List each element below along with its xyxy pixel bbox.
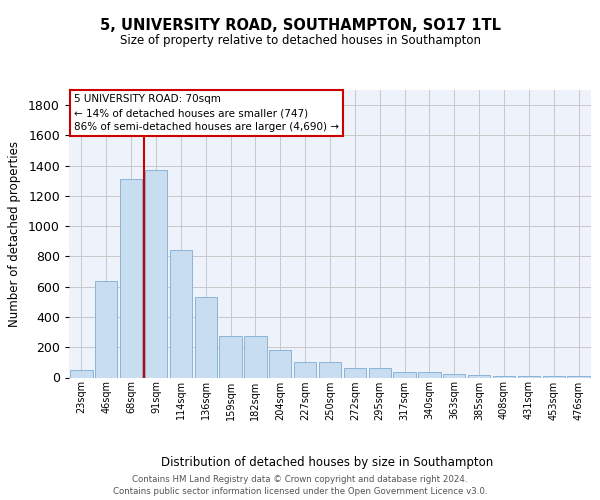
Bar	[170, 250, 192, 378]
Bar	[145, 170, 167, 378]
Text: 5 UNIVERSITY ROAD: 70sqm
← 14% of detached houses are smaller (747)
86% of semi-: 5 UNIVERSITY ROAD: 70sqm ← 14% of detach…	[74, 94, 339, 132]
Bar	[468, 375, 490, 378]
Bar	[542, 376, 565, 378]
Bar	[294, 362, 316, 378]
Text: Contains public sector information licensed under the Open Government Licence v3: Contains public sector information licen…	[113, 486, 487, 496]
Bar	[443, 374, 466, 378]
Bar	[194, 298, 217, 378]
Bar	[344, 368, 366, 378]
Bar	[120, 180, 142, 378]
Bar	[418, 372, 440, 378]
Bar	[568, 376, 590, 378]
Bar	[269, 350, 292, 378]
Bar	[244, 336, 266, 378]
Bar	[220, 336, 242, 378]
Bar	[70, 370, 92, 378]
Bar	[394, 372, 416, 378]
Bar	[368, 368, 391, 378]
Text: Contains HM Land Registry data © Crown copyright and database right 2024.: Contains HM Land Registry data © Crown c…	[132, 476, 468, 484]
Text: Distribution of detached houses by size in Southampton: Distribution of detached houses by size …	[161, 456, 493, 469]
Bar	[319, 362, 341, 378]
Bar	[95, 280, 118, 378]
Text: Size of property relative to detached houses in Southampton: Size of property relative to detached ho…	[119, 34, 481, 47]
Y-axis label: Number of detached properties: Number of detached properties	[8, 141, 21, 327]
Bar	[518, 376, 540, 378]
Bar	[493, 376, 515, 378]
Text: 5, UNIVERSITY ROAD, SOUTHAMPTON, SO17 1TL: 5, UNIVERSITY ROAD, SOUTHAMPTON, SO17 1T…	[100, 18, 500, 32]
